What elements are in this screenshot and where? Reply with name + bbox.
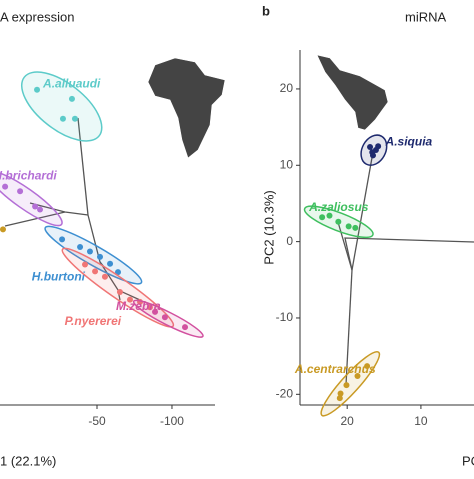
point <box>337 390 344 397</box>
x-tick-label: -100 <box>160 414 184 428</box>
point <box>92 268 99 275</box>
point <box>182 324 189 331</box>
point <box>375 143 382 150</box>
point <box>34 86 41 93</box>
point <box>364 363 371 370</box>
point <box>114 269 121 276</box>
point <box>17 188 24 195</box>
chart-title: miRNA <box>405 9 446 24</box>
series-label: A.siquia <box>385 134 433 148</box>
point <box>367 143 374 150</box>
y-tick-label: -20 <box>276 386 294 400</box>
point <box>152 308 159 315</box>
point <box>101 273 108 280</box>
series-label: M.zebra <box>116 299 161 313</box>
point <box>126 296 133 303</box>
series-label: A.zaliosus <box>308 200 369 214</box>
chart-title: A expression <box>0 9 74 24</box>
point <box>97 253 104 260</box>
point <box>82 261 89 268</box>
point <box>0 226 6 233</box>
point <box>354 372 361 379</box>
point <box>369 149 376 156</box>
panel-letter: b <box>262 3 270 18</box>
point <box>37 206 44 213</box>
series-label: P.nyererei <box>65 314 122 328</box>
group-ellipse <box>20 71 103 142</box>
point <box>68 95 75 102</box>
point <box>336 395 343 402</box>
point <box>77 243 84 250</box>
point <box>107 260 114 267</box>
point <box>71 115 78 122</box>
x-tick-label: 10 <box>414 414 428 428</box>
x-tick-label: 20 <box>341 414 355 428</box>
point <box>352 224 359 231</box>
y-tick-label: -10 <box>276 310 294 324</box>
point <box>59 236 66 243</box>
point <box>335 218 342 225</box>
point <box>343 382 350 389</box>
point <box>345 223 352 230</box>
series-label: H.burtoni <box>32 269 86 283</box>
series-label: A.centrarchus <box>294 362 376 376</box>
y-tick-label: 0 <box>286 234 293 248</box>
x-axis-label: PC <box>462 453 474 468</box>
point <box>161 314 168 321</box>
series-label: A.alluaudi <box>42 77 101 91</box>
group-ellipse <box>320 350 381 417</box>
point <box>116 289 123 296</box>
point <box>319 214 326 221</box>
x-axis-label: 1 (22.1%) <box>0 453 56 468</box>
series-label: N.brichardi <box>0 169 57 183</box>
y-tick-label: 20 <box>280 81 294 95</box>
point <box>146 304 153 311</box>
point <box>326 212 333 219</box>
tree-right <box>337 151 474 386</box>
x-tick-label: -50 <box>88 414 106 428</box>
point <box>2 183 9 190</box>
america-map <box>316 54 389 131</box>
point <box>59 115 66 122</box>
point <box>86 248 93 255</box>
y-axis-label: PC2 (10.3%) <box>261 190 276 264</box>
africa-map <box>147 57 226 159</box>
y-tick-label: 10 <box>280 157 294 171</box>
point <box>32 203 39 210</box>
group-ellipse <box>61 247 175 328</box>
